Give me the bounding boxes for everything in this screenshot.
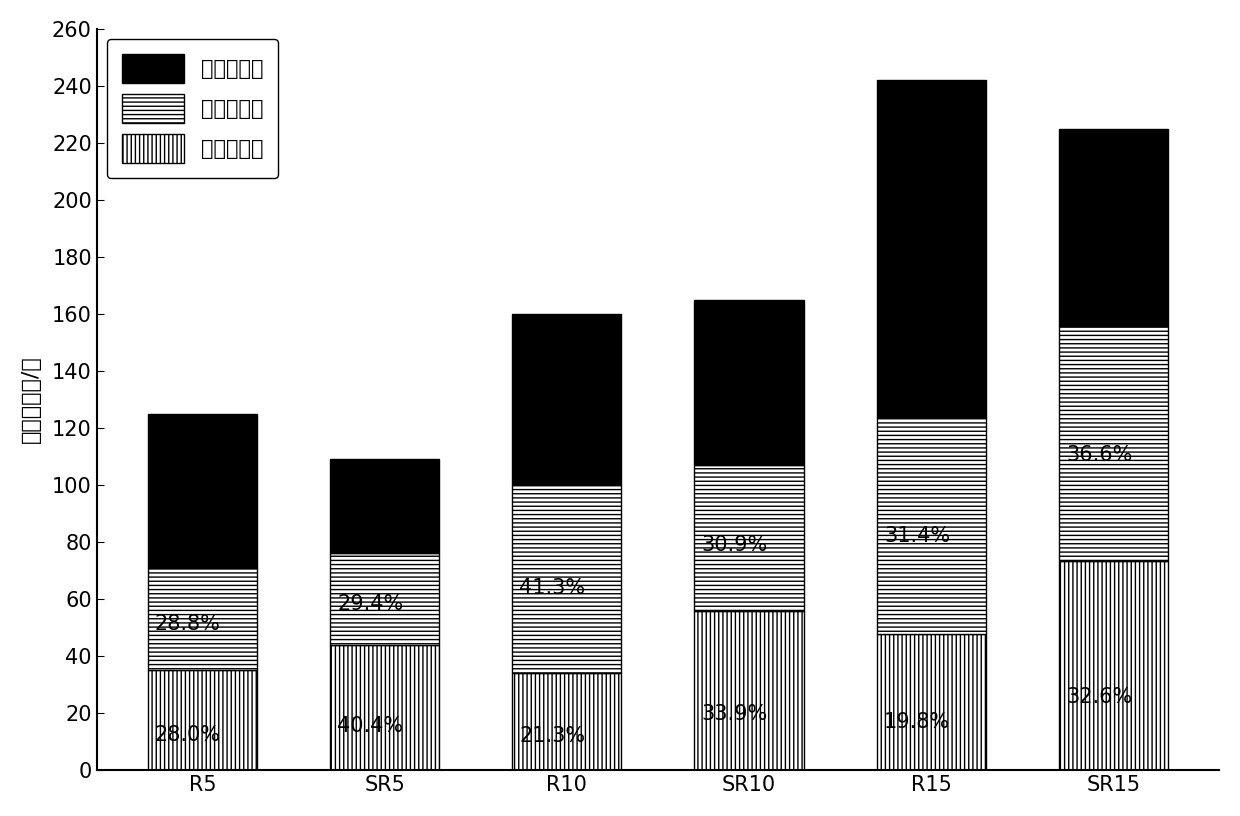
Bar bbox=[148, 671, 257, 770]
Bar bbox=[148, 568, 257, 671]
Text: 41.3%: 41.3% bbox=[520, 579, 585, 598]
Bar bbox=[694, 465, 804, 611]
Bar bbox=[877, 80, 986, 417]
Text: 36.6%: 36.6% bbox=[1066, 446, 1132, 465]
Text: 21.3%: 21.3% bbox=[520, 726, 585, 747]
Y-axis label: 橡胶飗粒数/飗: 橡胶飗粒数/飗 bbox=[21, 356, 41, 443]
Bar bbox=[877, 634, 986, 770]
Bar bbox=[512, 673, 621, 770]
Text: 40.4%: 40.4% bbox=[337, 716, 403, 736]
Bar bbox=[694, 299, 804, 465]
Bar bbox=[330, 553, 439, 645]
Text: 28.0%: 28.0% bbox=[155, 725, 221, 745]
Bar bbox=[512, 485, 621, 673]
Bar bbox=[694, 611, 804, 770]
Text: 29.4%: 29.4% bbox=[337, 593, 403, 614]
Bar bbox=[1059, 326, 1168, 561]
Legend: 上部飗粒数, 中部飗粒数, 下部飗粒数: 上部飗粒数, 中部飗粒数, 下部飗粒数 bbox=[107, 39, 278, 178]
Bar bbox=[330, 645, 439, 770]
Bar bbox=[1059, 561, 1168, 770]
Text: 31.4%: 31.4% bbox=[884, 526, 950, 546]
Text: 28.8%: 28.8% bbox=[155, 614, 221, 634]
Bar bbox=[330, 459, 439, 553]
Text: 19.8%: 19.8% bbox=[884, 712, 950, 733]
Bar bbox=[1059, 129, 1168, 326]
Text: 30.9%: 30.9% bbox=[702, 535, 768, 556]
Text: 32.6%: 32.6% bbox=[1066, 687, 1132, 707]
Bar bbox=[512, 314, 621, 485]
Bar bbox=[877, 417, 986, 634]
Bar bbox=[148, 414, 257, 568]
Text: 33.9%: 33.9% bbox=[702, 704, 768, 725]
